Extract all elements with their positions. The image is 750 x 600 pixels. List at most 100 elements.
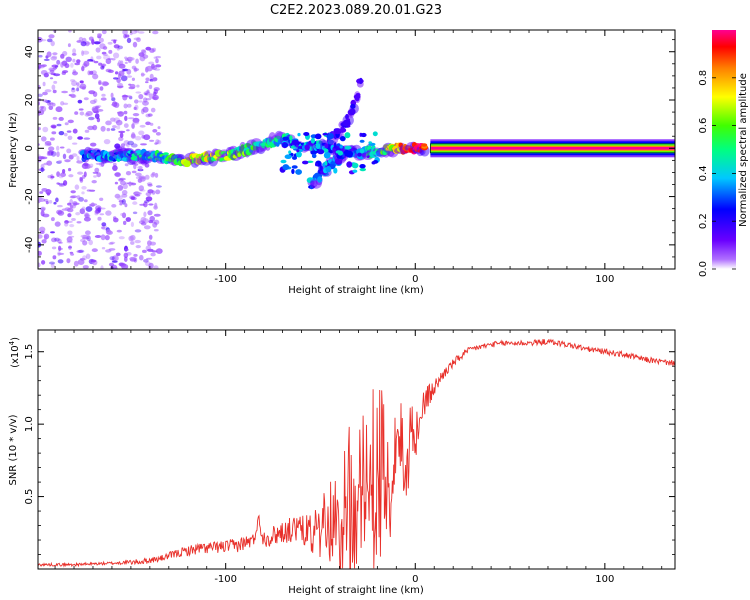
noise-speck — [142, 100, 149, 106]
turbulent-blob — [339, 144, 343, 149]
noise-speck — [58, 131, 65, 136]
spectrogram-panel: -100 0 100 -40 -20 0 20 40 Height of straight … — [8, 29, 676, 296]
noise-speck — [71, 53, 77, 56]
colorbar-tick-label: 0.6 — [698, 118, 709, 134]
noise-speck — [123, 110, 128, 115]
noise-speck — [121, 68, 126, 72]
turbulent-blob — [310, 137, 315, 144]
noise-speck — [100, 234, 106, 241]
noise-speck — [85, 111, 93, 116]
noise-speck — [52, 116, 58, 120]
noise-speck — [46, 151, 51, 156]
noise-speck — [48, 67, 56, 72]
turbulent-blob — [291, 165, 298, 169]
noise-speck — [70, 195, 78, 199]
noise-speck — [38, 93, 43, 97]
noise-speck — [72, 128, 78, 134]
noise-speck — [140, 72, 145, 77]
noise-speck — [150, 252, 156, 257]
noise-speck — [142, 106, 149, 113]
noise-speck — [128, 181, 132, 187]
noise-speck — [44, 235, 48, 241]
noise-speck — [130, 241, 135, 245]
noise-speck — [146, 182, 153, 186]
noise-speck — [51, 217, 55, 222]
noise-speck — [120, 143, 126, 148]
noise-speck — [138, 100, 143, 103]
noise-speck — [46, 51, 52, 58]
turbulent-blob — [359, 148, 365, 154]
noise-speck — [122, 30, 128, 35]
noise-speck — [91, 39, 95, 45]
noise-speck — [60, 101, 65, 106]
upper-branch-blob — [359, 77, 363, 85]
noise-speck — [157, 250, 162, 254]
turbulent-blob — [371, 161, 376, 165]
noise-speck — [124, 256, 128, 262]
noise-speck — [145, 81, 149, 84]
noise-speck — [153, 205, 158, 210]
noise-speck — [82, 63, 88, 68]
colorbar: 0.0 0.2 0.4 0.6 0.8 Normalized spectral ampl… — [698, 30, 749, 277]
noise-speck — [123, 140, 130, 146]
noise-speck — [105, 58, 112, 65]
noise-speck — [70, 253, 75, 256]
noise-speck — [50, 151, 57, 157]
noise-speck — [83, 212, 90, 217]
noise-speck — [54, 65, 58, 69]
noise-speck — [123, 103, 128, 109]
noise-speck — [84, 129, 90, 133]
noise-speck — [134, 229, 142, 233]
noise-speck — [51, 102, 56, 107]
noise-speck — [92, 124, 98, 131]
noise-speck — [38, 111, 41, 117]
noise-speck — [68, 30, 72, 33]
noise-speck — [126, 252, 132, 256]
noise-speck — [42, 126, 49, 133]
main-band-blob — [183, 160, 191, 168]
colorbar-label: Normalized spectral amplitude — [738, 73, 749, 227]
noise-speck — [138, 166, 143, 171]
noise-speck — [41, 136, 47, 142]
noise-speck — [101, 51, 107, 55]
noise-speck — [57, 204, 63, 208]
noise-speck — [123, 34, 127, 39]
x-tick-label: -100 — [214, 574, 237, 585]
noise-speck — [40, 207, 45, 212]
noise-speck — [76, 155, 80, 162]
upper-branch-blob — [345, 113, 349, 120]
noise-speck — [137, 178, 143, 183]
noise-speck — [155, 132, 161, 136]
noise-speck — [113, 77, 119, 80]
noise-speck — [71, 218, 76, 221]
snr-y-multiplier-exponent: 4 — [8, 340, 16, 345]
noise-speck — [54, 237, 60, 242]
noise-speck — [120, 213, 124, 216]
noise-speck — [89, 70, 94, 75]
noise-speck — [145, 261, 151, 267]
noise-speck — [82, 240, 88, 246]
noise-speck — [134, 239, 141, 244]
noise-speck — [131, 123, 135, 130]
noise-speck — [56, 151, 60, 158]
noise-speck — [94, 113, 100, 119]
noise-speck — [144, 174, 150, 180]
turbulent-blob — [295, 169, 302, 175]
noise-speck — [130, 221, 134, 227]
turbulent-blob — [314, 133, 322, 140]
main-band-blob — [162, 152, 169, 156]
turbulent-blob — [280, 159, 287, 164]
noise-speck — [149, 73, 154, 80]
turbulent-blob — [344, 145, 352, 150]
noise-speck — [147, 183, 153, 187]
colorbar-tick-label: 0.8 — [698, 70, 709, 86]
noise-speck — [152, 129, 158, 133]
noise-speck — [50, 231, 55, 234]
noise-speck — [89, 99, 97, 105]
noise-speck — [84, 214, 91, 218]
noise-speck — [39, 191, 44, 194]
noise-speck — [56, 171, 60, 178]
noise-speck — [40, 206, 46, 211]
noise-speck — [82, 234, 89, 240]
noise-speck — [78, 108, 84, 111]
